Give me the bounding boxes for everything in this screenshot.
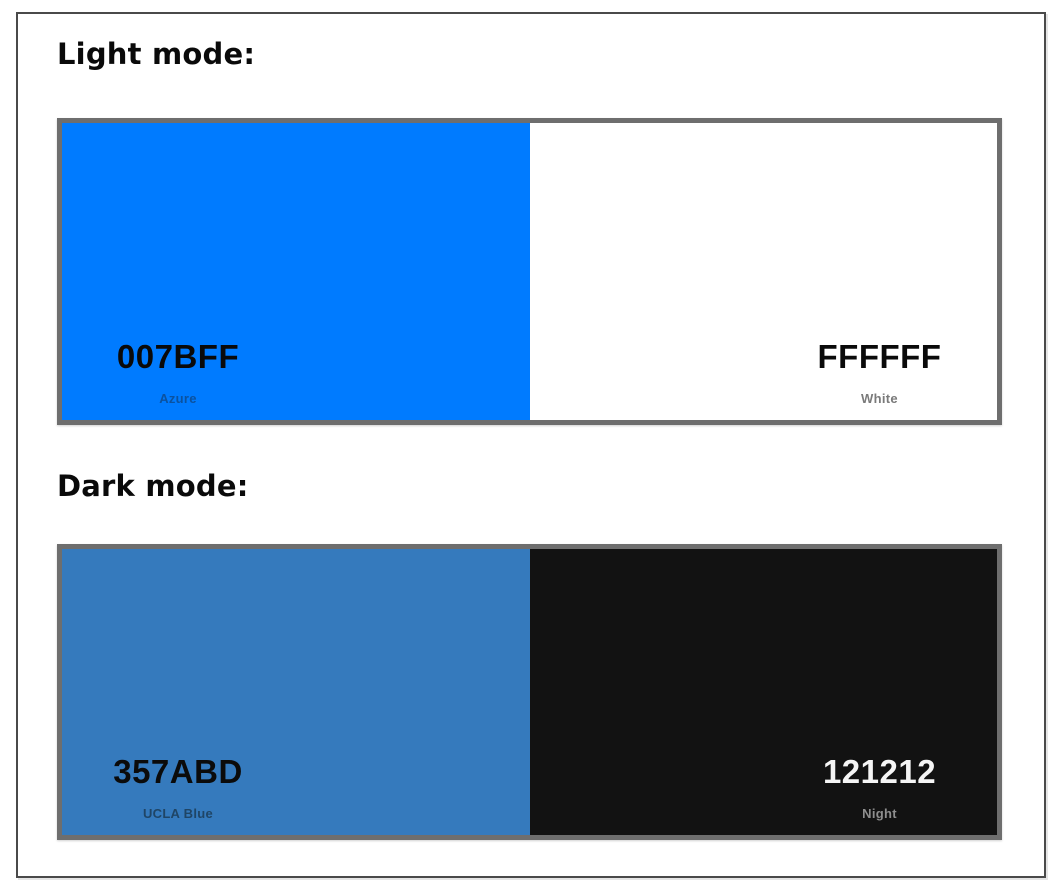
dark-mode-heading: Dark mode: bbox=[57, 469, 249, 503]
figure-content: Light mode: 007BFF Azure FFFFFF White Da… bbox=[18, 14, 1044, 840]
color-hex-code: FFFFFF bbox=[817, 338, 942, 375]
color-hex-code: 121212 bbox=[822, 753, 937, 790]
swatch-labels: 007BFF Azure bbox=[62, 340, 294, 406]
swatch-white: FFFFFF White bbox=[529, 123, 997, 420]
color-name: Azure bbox=[159, 391, 197, 406]
color-name: White bbox=[861, 391, 898, 406]
light-mode-heading: Light mode: bbox=[57, 37, 256, 71]
swatch-labels: 121212 Night bbox=[762, 755, 997, 821]
swatch-labels: FFFFFF White bbox=[762, 340, 997, 406]
color-name: UCLA Blue bbox=[142, 806, 214, 821]
figure-frame: Light mode: 007BFF Azure FFFFFF White Da… bbox=[16, 12, 1046, 878]
swatch-night: 121212 Night bbox=[529, 549, 997, 835]
swatch-ucla-blue: 357ABD UCLA Blue bbox=[62, 549, 530, 835]
color-hex-code: 357ABD bbox=[113, 753, 243, 790]
color-hex-code: 007BFF bbox=[116, 338, 240, 375]
swatch-azure: 007BFF Azure bbox=[62, 123, 530, 420]
swatch-labels: 357ABD UCLA Blue bbox=[62, 755, 294, 821]
color-name: Night bbox=[862, 806, 897, 821]
dark-mode-palette: 357ABD UCLA Blue 121212 Night bbox=[57, 544, 1002, 840]
light-mode-palette: 007BFF Azure FFFFFF White bbox=[57, 118, 1002, 425]
